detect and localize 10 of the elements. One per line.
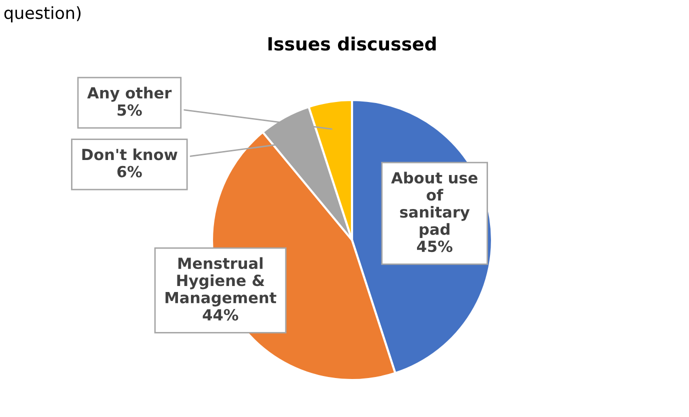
- slice-label: Menstrual Hygiene & Management: [166, 257, 276, 306]
- slice-label: Any other: [87, 86, 172, 102]
- slice-label: Don't know: [82, 148, 178, 160]
- chart-title: Issues discussed: [268, 36, 436, 51]
- data-label: 45%: [417, 240, 452, 252]
- data-label: 44%: [202, 309, 238, 321]
- slice-label: About use of sanitary pad: [391, 172, 478, 238]
- text: question): [4, 6, 81, 22]
- data-label: 5%: [118, 104, 142, 116]
- data-label: 6%: [117, 166, 142, 178]
